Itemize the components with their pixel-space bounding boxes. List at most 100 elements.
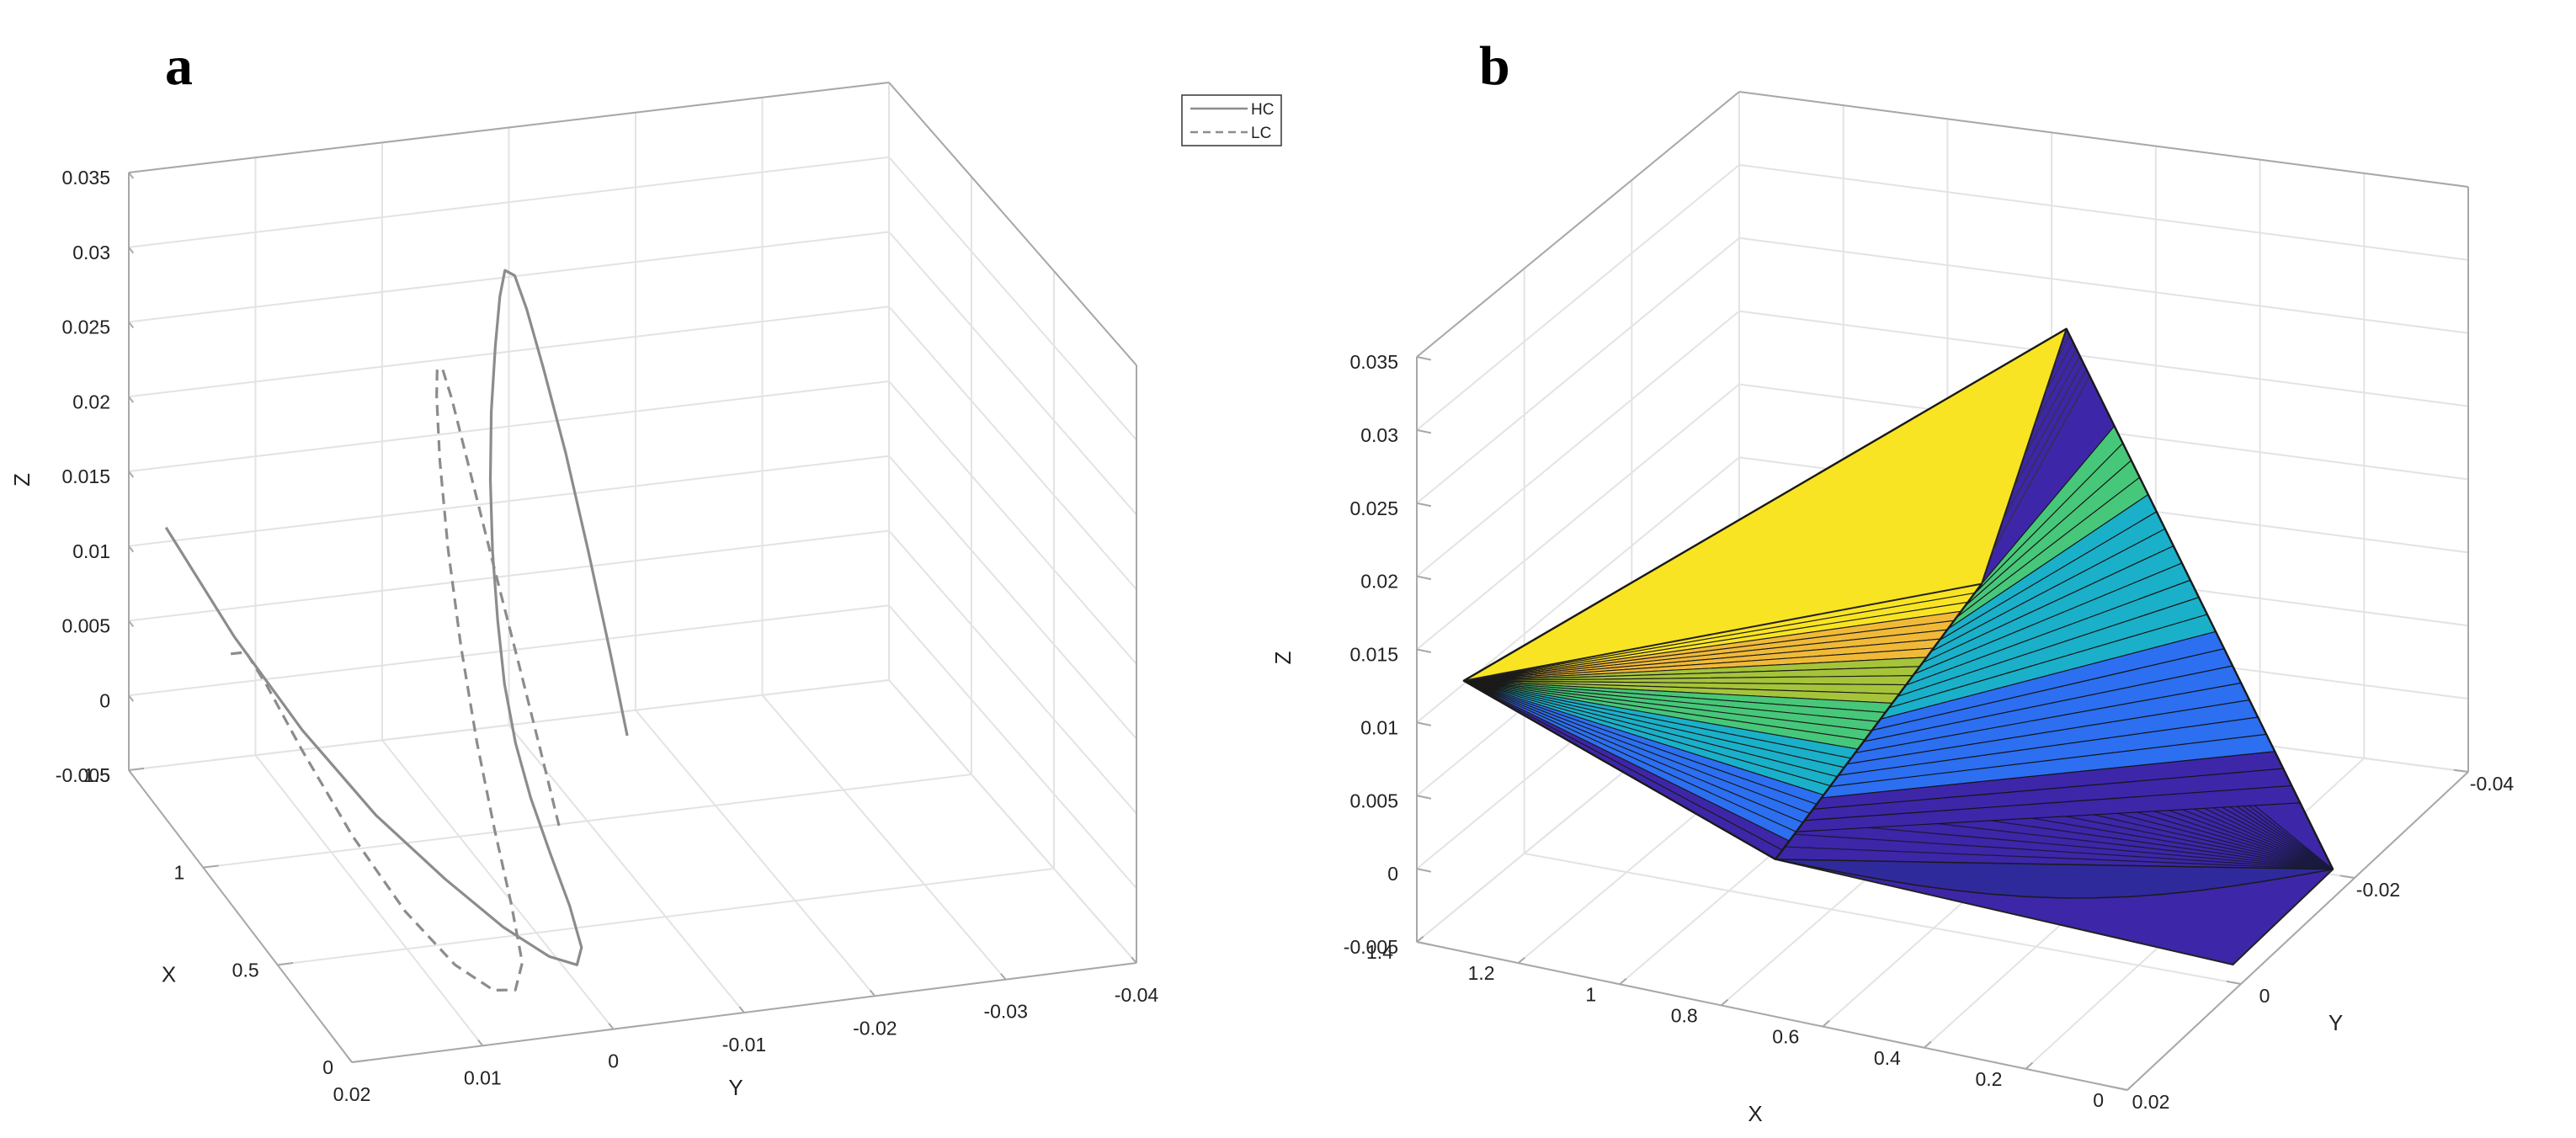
y-tick-mark: [2112, 1086, 2128, 1091]
wall-grid-line: [128, 529, 890, 622]
z-tick-mark: [1416, 795, 1432, 800]
wall-grid-line: [128, 604, 890, 697]
z-tick-mark: [128, 396, 135, 403]
z-tick-mark: [1416, 648, 1432, 653]
x-tick-mark: [2126, 1082, 2135, 1091]
chart-b-zlabel: Z: [1270, 651, 1296, 664]
x-tick-label: 0.6: [1772, 1026, 1799, 1048]
x-tick-label: 1.2: [1468, 962, 1495, 984]
floor-grid-line: [635, 710, 876, 997]
y-tick-label: 0: [608, 1050, 619, 1072]
z-tick-label: 0.025: [61, 316, 110, 338]
mesh-edge: [1785, 846, 2334, 870]
z-tick-mark: [128, 769, 135, 777]
x-tick-label: 1: [1585, 983, 1596, 1005]
x-tick-label: 1.5: [83, 764, 110, 786]
x-tick-mark: [1924, 1040, 1932, 1049]
x-tick-label: 0.5: [232, 959, 259, 981]
x-tick-mark: [128, 767, 145, 771]
x-tick-label: 0.2: [1975, 1068, 2002, 1090]
wall-grid-line: [128, 455, 890, 547]
y-tick-label: -0.03: [983, 1001, 1027, 1023]
y-tick-label: -0.04: [2470, 773, 2515, 795]
mesh-edge: [2023, 355, 2081, 457]
y-tick-mark: [2453, 768, 2469, 773]
wall-grid-line: [888, 529, 1137, 815]
chart-a-legend: HC LC: [1181, 94, 1282, 146]
z-tick-mark: [1416, 502, 1432, 508]
y-tick-mark: [1131, 956, 1137, 964]
wall-grid-line: [1416, 237, 1740, 504]
z-tick-mark: [1416, 868, 1432, 873]
y-tick-label: -0.02: [853, 1017, 897, 1039]
y-tick-label: -0.01: [722, 1034, 766, 1056]
z-tick-label: 0: [99, 689, 110, 711]
x-tick-label: 1: [174, 862, 185, 884]
wall-grid-line: [888, 306, 1137, 590]
panel-label-b: b: [1479, 35, 1510, 97]
mesh-edge: [1803, 821, 2334, 870]
surface-outline: [1463, 327, 2068, 682]
legend-entry-hc: HC: [1251, 101, 1274, 119]
z-tick-label: 0.035: [1349, 351, 1398, 373]
z-tick-label: 0.005: [1349, 790, 1398, 811]
wall-grid-line: [888, 604, 1137, 889]
y-tick-label: -0.02: [2356, 879, 2400, 901]
floor-grid-line: [508, 724, 745, 1013]
z-tick-label: -0.005: [56, 764, 110, 786]
y-tick-label: -0.04: [1115, 984, 1159, 1006]
mesh-edge: [1992, 375, 2091, 553]
x-tick-mark: [277, 962, 294, 966]
z-tick-label: 0.015: [61, 465, 110, 487]
x-tick-label: 0.4: [1874, 1047, 1901, 1069]
y-tick-mark: [1000, 973, 1007, 981]
mesh-edge: [2055, 335, 2071, 361]
wall-grid-line: [1738, 163, 2469, 261]
x-tick-mark: [1517, 956, 1525, 964]
z-tick-mark: [1416, 428, 1432, 434]
z-tick-mark: [128, 247, 135, 254]
z-tick-mark: [128, 321, 135, 329]
x-tick-mark: [1619, 977, 1627, 986]
box-edge: [888, 82, 1137, 366]
wall-grid-line: [1738, 310, 2469, 407]
wall-grid-line: [1416, 310, 1740, 577]
x-tick-label: 0: [322, 1056, 333, 1078]
y-tick-label: 0.01: [464, 1066, 502, 1088]
chart-a-ticks: 0 0.5 1 1.5 0.02 0.01 0 -0.01 -0.02 -0.03 -0.04 -0.…: [56, 167, 1159, 1105]
z-tick-label: 0.03: [1360, 424, 1398, 446]
y-tick-mark: [2226, 980, 2242, 985]
x-tick-mark: [351, 1059, 368, 1063]
chart-b-ylabel: Y: [2329, 1010, 2343, 1035]
wall-grid-line: [888, 455, 1137, 740]
z-tick-label: -0.005: [1344, 936, 1398, 958]
x-tick-mark: [1822, 1019, 1830, 1028]
chart-b-surface: [1462, 327, 2334, 965]
y-tick-mark: [477, 1039, 484, 1046]
chart-panel-a: 0 0.5 1 1.5 0.02 0.01 0 -0.01 -0.02 -0.03 -0.04 -0.…: [9, 82, 1282, 1105]
mesh-edge: [2013, 362, 2084, 489]
chart-a-axes: [128, 82, 1137, 1063]
z-tick-label: 0.015: [1349, 644, 1398, 666]
wall-grid-line: [128, 156, 890, 248]
y-tick-mark: [869, 989, 876, 997]
y-tick-mark: [738, 1006, 745, 1013]
z-tick-label: 0.01: [1360, 716, 1398, 738]
y-axis-line: [2126, 771, 2469, 1091]
y-tick-mark: [346, 1056, 353, 1063]
z-tick-label: 0.02: [1360, 571, 1398, 593]
z-tick-mark: [1416, 721, 1432, 726]
x-tick-mark: [2025, 1061, 2034, 1070]
mesh-edge: [2034, 348, 2078, 425]
z-tick-label: 0.035: [61, 167, 110, 189]
x-tick-label: 0: [2093, 1089, 2104, 1111]
surface-outline: [1463, 679, 1776, 860]
z-tick-label: 0.02: [72, 391, 110, 412]
box-edge: [1416, 91, 1740, 358]
wall-grid-line: [1738, 237, 2469, 334]
series-line-hc: [164, 269, 629, 966]
surface-bottom-patch: [1775, 859, 2334, 899]
chart-a-zlabel: Z: [9, 473, 35, 487]
x-axis-line: [128, 769, 353, 1063]
